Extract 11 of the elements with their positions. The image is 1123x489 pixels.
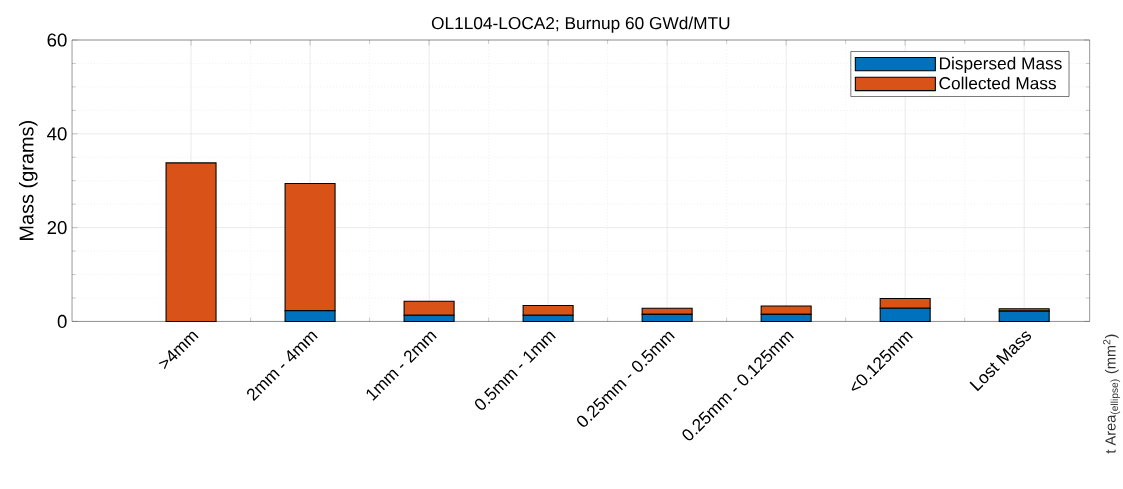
y-tick-label: 20 — [47, 220, 67, 234]
legend-label: Collected Mass — [939, 76, 1056, 90]
y-tick-label: 0 — [57, 314, 67, 328]
legend-label: Dispersed Mass — [939, 56, 1062, 73]
y-tick-label: 40 — [47, 126, 67, 141]
chart-title: OL1L04-LOCA2; Burnup 60 GWd/MTU — [431, 16, 730, 33]
y-axis-title: Mass (grams) — [18, 120, 38, 240]
y-tick-label: 60 — [47, 33, 67, 47]
bar — [165, 162, 217, 322]
bar — [998, 310, 1050, 322]
text: t Area$_{(ellipse)}$ (mm$^{2}$) — [1103, 334, 1121, 454]
